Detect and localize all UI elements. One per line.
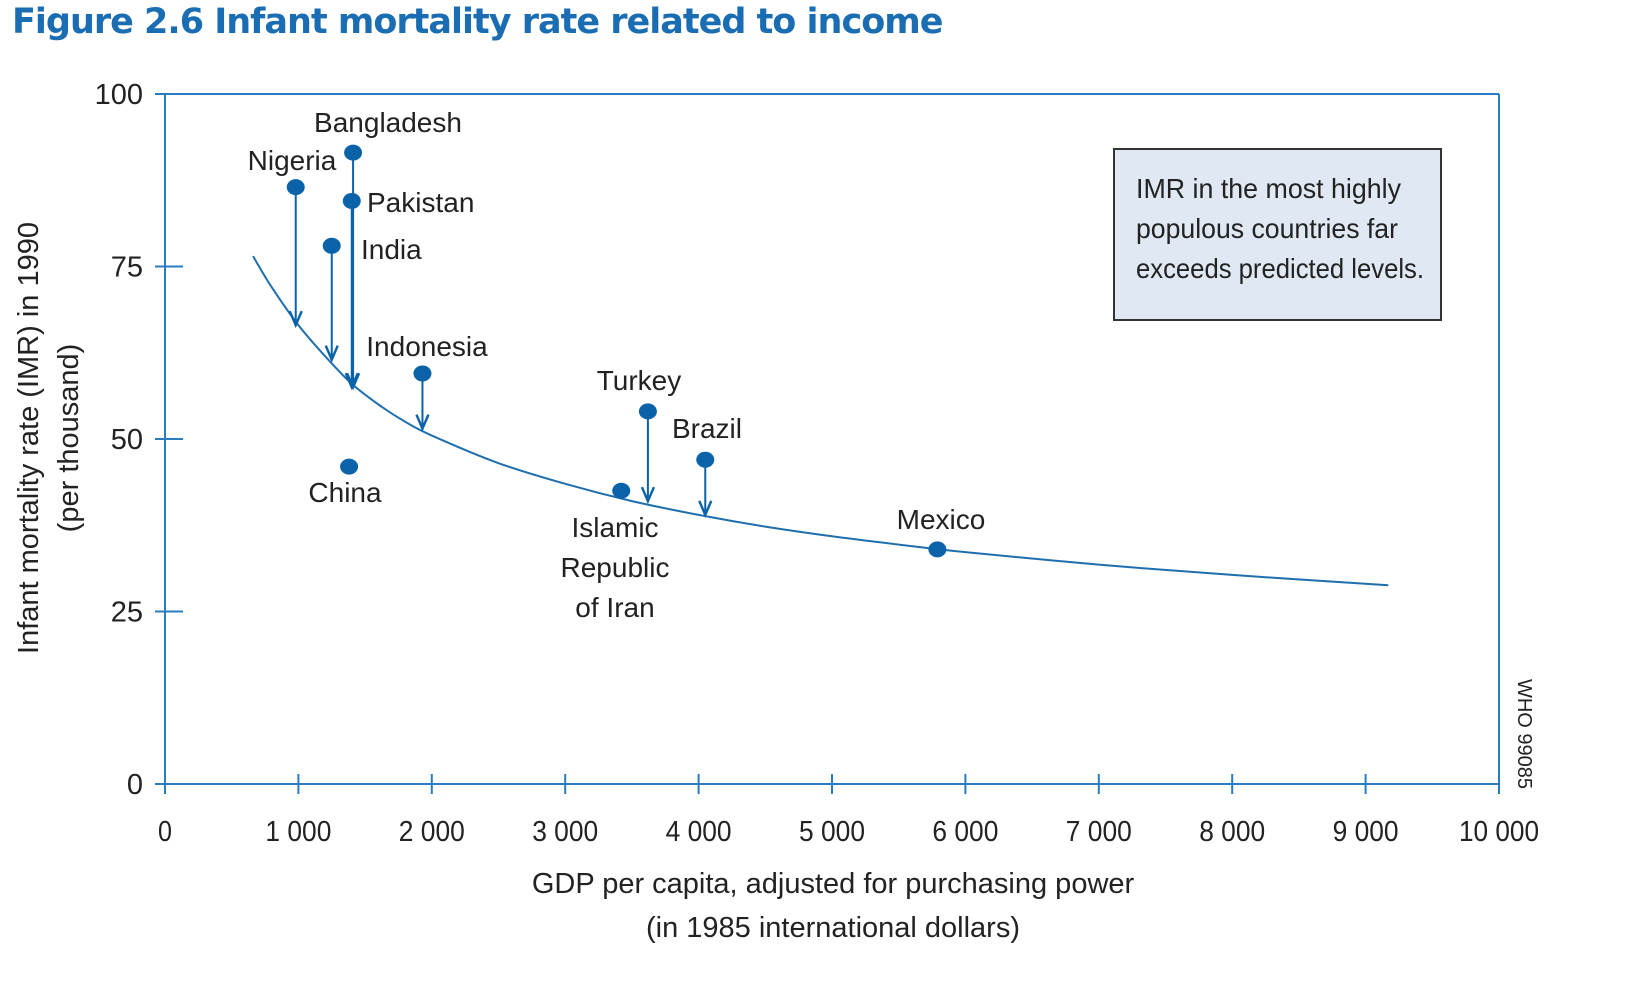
x-tick-label: 6 000 xyxy=(932,816,998,848)
country-label: Islamic xyxy=(571,512,658,543)
country-point xyxy=(344,144,363,161)
x-tick-label: 10 000 xyxy=(1459,816,1539,848)
country-label: China xyxy=(308,477,382,508)
country-label: Nigeria xyxy=(248,145,337,176)
deviation-arrowhead xyxy=(324,345,339,363)
x-tick-label: 3 000 xyxy=(532,816,598,848)
y-axis: 0 25 50 75 100 xyxy=(95,79,183,801)
deviation-arrowhead xyxy=(345,372,361,391)
y-tick-label: 75 xyxy=(111,252,143,284)
x-axis-title: (in 1985 international dollars) xyxy=(646,912,1020,944)
annotation-box-bg xyxy=(1113,148,1442,321)
y-axis-title: Infant mortality rate (IMR) in 1990 xyxy=(13,222,45,654)
country-label: Republic xyxy=(561,552,670,583)
deviation-arrowhead xyxy=(288,310,303,329)
y-tick-label: 0 xyxy=(127,769,143,801)
annotation-text: exceeds predicted levels. xyxy=(1136,253,1424,284)
country-points xyxy=(286,144,947,558)
country-point xyxy=(612,482,631,499)
annotation-text: populous countries far xyxy=(1136,213,1398,244)
x-tick-label: 4 000 xyxy=(666,816,732,848)
country-label: India xyxy=(361,234,422,265)
deviation-arrowhead xyxy=(698,500,713,518)
x-tick-label: 7 000 xyxy=(1066,816,1132,848)
country-label: Mexico xyxy=(897,504,986,535)
watermark: WHO 99085 xyxy=(1513,679,1535,789)
annotation-box: IMR in the most highly populous countries… xyxy=(1113,148,1442,321)
country-label: Pakistan xyxy=(367,187,474,218)
country-point xyxy=(413,365,432,382)
deviation-arrows xyxy=(288,152,713,518)
y-tick-label: 50 xyxy=(111,424,143,456)
country-point xyxy=(696,451,715,468)
x-tick-label: 0 xyxy=(158,816,172,848)
annotation-text: IMR in the most highly xyxy=(1136,173,1401,204)
country-label: Turkey xyxy=(597,365,682,396)
x-tick-label: 5 000 xyxy=(799,816,865,848)
x-tick-label: 8 000 xyxy=(1199,816,1265,848)
country-point xyxy=(286,179,305,196)
x-tick-label: 2 000 xyxy=(399,816,465,848)
country-point xyxy=(322,237,341,254)
x-tick-label: 1 000 xyxy=(265,816,331,848)
deviation-arrowhead xyxy=(344,372,359,391)
axis-titles: GDP per capita, adjusted for purchasing … xyxy=(13,222,1135,944)
x-axis-title: GDP per capita, adjusted for purchasing … xyxy=(532,868,1135,900)
country-point xyxy=(342,192,361,209)
country-label: of Iran xyxy=(575,592,654,623)
y-tick-label: 100 xyxy=(95,79,143,111)
country-point xyxy=(928,541,947,558)
country-label: Brazil xyxy=(672,413,742,444)
deviation-arrowhead xyxy=(640,486,656,505)
country-point xyxy=(340,458,359,475)
x-tick-label: 9 000 xyxy=(1333,816,1399,848)
plot-area xyxy=(165,93,1500,784)
country-point xyxy=(638,403,657,420)
country-labels: Bangladesh Nigeria Pakistan India Indonesia T… xyxy=(248,107,986,623)
country-label: Indonesia xyxy=(366,331,488,362)
x-axis: 0 1 000 2 000 3 000 4 000 5 000 6 000 7 000 8 00… xyxy=(158,774,1539,848)
figure-title: Figure 2.6 Infant mortality rate related… xyxy=(12,2,943,42)
country-label: Bangladesh xyxy=(314,107,462,138)
watermark-code: WHO 99085 xyxy=(1513,679,1535,789)
y-tick-label: 25 xyxy=(111,597,143,629)
y-axis-title: (per thousand) xyxy=(53,344,85,533)
deviation-arrowhead xyxy=(415,414,430,432)
